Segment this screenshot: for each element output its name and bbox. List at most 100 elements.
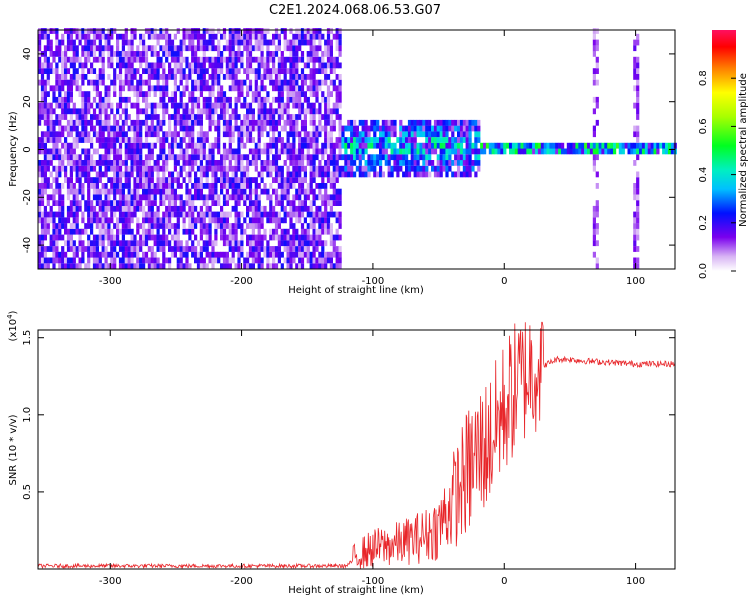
- heatmap-cell: [214, 137, 218, 143]
- heatmap-cell: [315, 228, 319, 235]
- heatmap-cell: [306, 39, 310, 46]
- heatmap-cell: [298, 102, 302, 109]
- heatmap-cell: [78, 28, 82, 34]
- heatmap-cell: [92, 108, 97, 115]
- heatmap-cell: [329, 91, 333, 97]
- heatmap-cell: [436, 131, 440, 138]
- heatmap-cell: [269, 251, 273, 258]
- heatmap-cell: [269, 114, 273, 120]
- heatmap-cell: [191, 96, 195, 103]
- heatmap-cell: [592, 79, 596, 86]
- heatmap-cell: [95, 74, 99, 80]
- heatmap-cell: [266, 211, 270, 218]
- heatmap-cell: [402, 137, 406, 143]
- heatmap-cell: [520, 148, 524, 155]
- heatmap-cell: [107, 205, 111, 212]
- heatmap-cell: [257, 154, 261, 161]
- heatmap-cell: [283, 39, 287, 46]
- heatmap-cell: [127, 114, 131, 120]
- heatmap-cell: [211, 119, 215, 126]
- heatmap-cell: [75, 51, 79, 57]
- heatmap-cell: [214, 62, 218, 69]
- heatmap-cell: [303, 240, 307, 247]
- heatmap-cell: [98, 205, 102, 212]
- heatmap-cell: [350, 131, 354, 138]
- heatmap-cell: [254, 33, 258, 40]
- heatmap-cell: [274, 28, 279, 34]
- heatmap-cell: [52, 211, 56, 218]
- heatmap-cell: [266, 56, 270, 63]
- heatmap-cell: [104, 223, 108, 229]
- heatmap-cell: [188, 28, 192, 34]
- heatmap-cell: [182, 217, 186, 224]
- heatmap-cell: [283, 85, 287, 92]
- heatmap-cell: [546, 148, 550, 155]
- heatmap-cell: [205, 137, 209, 143]
- heatmap-cell: [136, 154, 140, 161]
- heatmap-cell: [578, 142, 582, 149]
- heatmap-cell: [263, 165, 267, 172]
- heatmap-cell: [162, 68, 166, 74]
- heatmap-cell: [431, 148, 435, 155]
- heatmap-cell: [182, 148, 186, 155]
- heatmap-cell: [147, 194, 151, 201]
- heatmap-cell: [324, 171, 328, 178]
- heatmap-cell: [254, 79, 258, 86]
- heatmap-cell: [61, 39, 65, 46]
- heatmap-cell: [136, 68, 140, 74]
- heatmap-cell: [237, 45, 241, 52]
- heatmap-cell: [300, 200, 305, 206]
- heatmap-cell: [240, 246, 244, 252]
- heatmap-cell: [153, 114, 157, 120]
- heatmap-cell: [272, 68, 276, 74]
- heatmap-cell: [367, 154, 371, 161]
- heatmap-cell: [182, 45, 186, 52]
- heatmap-cell: [98, 217, 102, 224]
- heatmap-cell: [321, 257, 325, 264]
- heatmap-cell: [428, 171, 432, 178]
- heatmap-cell: [318, 240, 322, 247]
- heatmap-cell: [118, 85, 123, 92]
- heatmap-cell: [633, 160, 637, 166]
- heatmap-cell: [43, 234, 47, 241]
- heatmap-cell: [315, 51, 319, 57]
- heatmap-cell: [324, 251, 328, 258]
- heatmap-cell: [335, 188, 339, 195]
- heatmap-cell: [260, 165, 264, 172]
- heatmap-cell: [144, 177, 149, 183]
- heatmap-cell: [459, 131, 464, 138]
- heatmap-cell: [139, 183, 143, 189]
- heatmap-cell: [170, 102, 175, 109]
- heatmap-cell: [309, 91, 313, 97]
- heatmap-cell: [95, 223, 99, 229]
- heatmap-cell: [269, 102, 273, 109]
- heatmap-cell: [636, 85, 640, 92]
- heatmap-cell: [569, 148, 573, 155]
- heatmap-cell: [205, 160, 209, 166]
- heatmap-cell: [81, 171, 85, 178]
- heatmap-cell: [280, 79, 284, 86]
- heatmap-cell: [272, 165, 276, 172]
- heatmap-cell: [168, 154, 172, 161]
- heatmap-cell: [295, 177, 299, 183]
- heatmap-cell: [228, 33, 232, 40]
- heatmap-cell: [101, 223, 105, 229]
- heatmap-cell: [194, 257, 198, 264]
- heatmap-cell: [405, 137, 409, 143]
- heatmap-cell: [529, 142, 533, 149]
- heatmap-cell: [43, 257, 47, 264]
- heatmap-cell: [621, 142, 625, 149]
- heatmap-cell: [136, 91, 140, 97]
- heatmap-cell: [248, 205, 253, 212]
- heatmap-cell: [127, 200, 131, 206]
- heatmap-cell: [373, 142, 377, 149]
- heatmap-cell: [353, 131, 357, 138]
- heatmap-cell: [277, 171, 281, 178]
- heatmap-cell: [303, 74, 307, 80]
- heatmap-cell: [329, 148, 333, 155]
- heatmap-cell: [38, 240, 42, 247]
- heatmap-cell: [55, 85, 59, 92]
- heatmap-cell: [101, 240, 105, 247]
- heatmap-cell: [150, 188, 154, 195]
- heatmap-cell: [335, 171, 339, 178]
